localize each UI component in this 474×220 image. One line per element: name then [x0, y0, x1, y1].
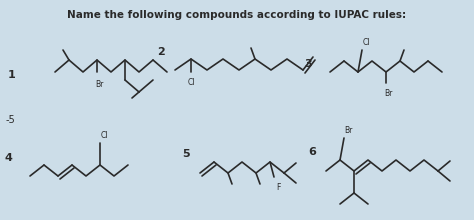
Text: Br: Br — [384, 88, 392, 97]
Text: 2: 2 — [157, 47, 165, 57]
Text: 5: 5 — [182, 149, 190, 159]
Text: 6: 6 — [308, 147, 316, 157]
Text: Name the following compounds according to IUPAC rules:: Name the following compounds according t… — [67, 10, 407, 20]
Text: 4: 4 — [4, 153, 12, 163]
Text: 3: 3 — [304, 59, 312, 69]
Text: Cl: Cl — [187, 77, 195, 86]
Text: Br: Br — [344, 125, 352, 134]
Text: Br: Br — [95, 79, 103, 88]
Text: Cl: Cl — [362, 37, 370, 46]
Text: -5: -5 — [5, 115, 15, 125]
Text: 1: 1 — [8, 70, 16, 80]
Text: Cl: Cl — [100, 130, 108, 139]
Text: F: F — [276, 183, 280, 191]
